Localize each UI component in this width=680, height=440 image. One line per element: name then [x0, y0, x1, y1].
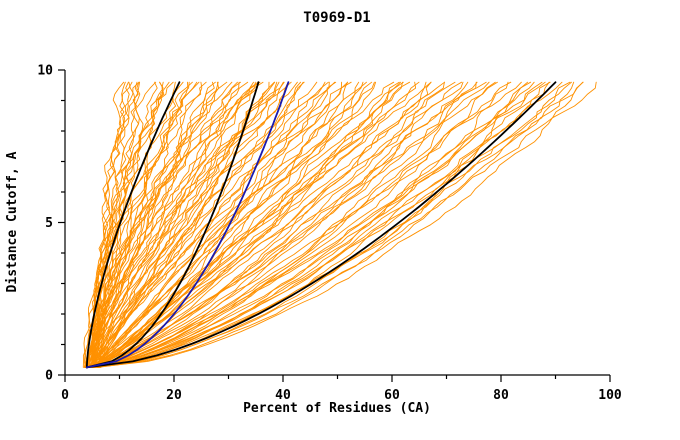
x-axis-label: Percent of Residues (CA) — [243, 401, 431, 416]
model-curve — [94, 81, 597, 368]
model-curve — [92, 81, 305, 368]
model-curve — [90, 81, 584, 368]
model-curve — [90, 81, 298, 368]
x-tick-label: 60 — [384, 388, 400, 403]
model-curve — [85, 81, 535, 368]
model-curve — [86, 81, 464, 368]
x-tick-label: 80 — [493, 388, 509, 403]
model-curve — [84, 81, 256, 368]
model-curve — [99, 81, 420, 368]
model-curve — [94, 81, 395, 368]
model-curve — [89, 81, 343, 368]
model-curve — [89, 81, 571, 368]
model-curve — [88, 81, 477, 368]
y-tick-label: 5 — [45, 216, 53, 231]
curves-layer — [82, 81, 597, 369]
reference-curve — [85, 81, 260, 369]
model-curve — [84, 81, 304, 368]
model-curve — [83, 81, 349, 368]
model-curve — [97, 81, 446, 368]
model-curve — [96, 81, 529, 368]
model-curve — [89, 81, 326, 368]
model-curve — [89, 81, 551, 368]
model-curve — [92, 81, 584, 368]
model-curve — [98, 81, 478, 368]
y-axis-label: Distance Cutoff, A — [5, 151, 20, 292]
x-tick-label: 100 — [598, 388, 622, 403]
tick-marks-layer — [58, 69, 611, 382]
model-curve — [93, 81, 522, 368]
model-curve — [91, 81, 377, 368]
model-curve — [91, 81, 373, 368]
model-curve — [95, 81, 572, 368]
model-curve — [90, 81, 498, 368]
model-curve — [88, 81, 563, 368]
model-curve — [92, 81, 402, 368]
model-curve — [84, 81, 432, 368]
y-tick-label: 0 — [45, 369, 53, 384]
reference-curve — [85, 81, 557, 369]
y-tick-label: 10 — [37, 64, 53, 79]
model-curve — [96, 81, 364, 368]
model-curve — [86, 81, 445, 368]
selected-model-curve — [85, 81, 290, 369]
model-curve — [91, 81, 238, 368]
x-tick-label: 40 — [275, 388, 291, 403]
model-curve — [83, 81, 174, 368]
model-curve — [89, 81, 130, 368]
model-curve — [99, 81, 164, 368]
chart-title: T0969-D1 — [303, 10, 370, 26]
model-curve — [94, 81, 532, 368]
model-curve — [86, 81, 216, 368]
model-curve — [91, 81, 189, 368]
model-curve — [90, 81, 336, 368]
model-curve — [85, 81, 546, 368]
model-curve — [87, 81, 284, 368]
model-curve — [93, 81, 456, 368]
reference-curve — [85, 81, 181, 369]
model-curve — [92, 81, 375, 368]
x-tick-label: 0 — [61, 388, 69, 403]
model-curve — [90, 81, 200, 368]
model-curve — [85, 81, 487, 368]
x-tick-label: 20 — [166, 388, 182, 403]
model-curve — [94, 81, 228, 368]
